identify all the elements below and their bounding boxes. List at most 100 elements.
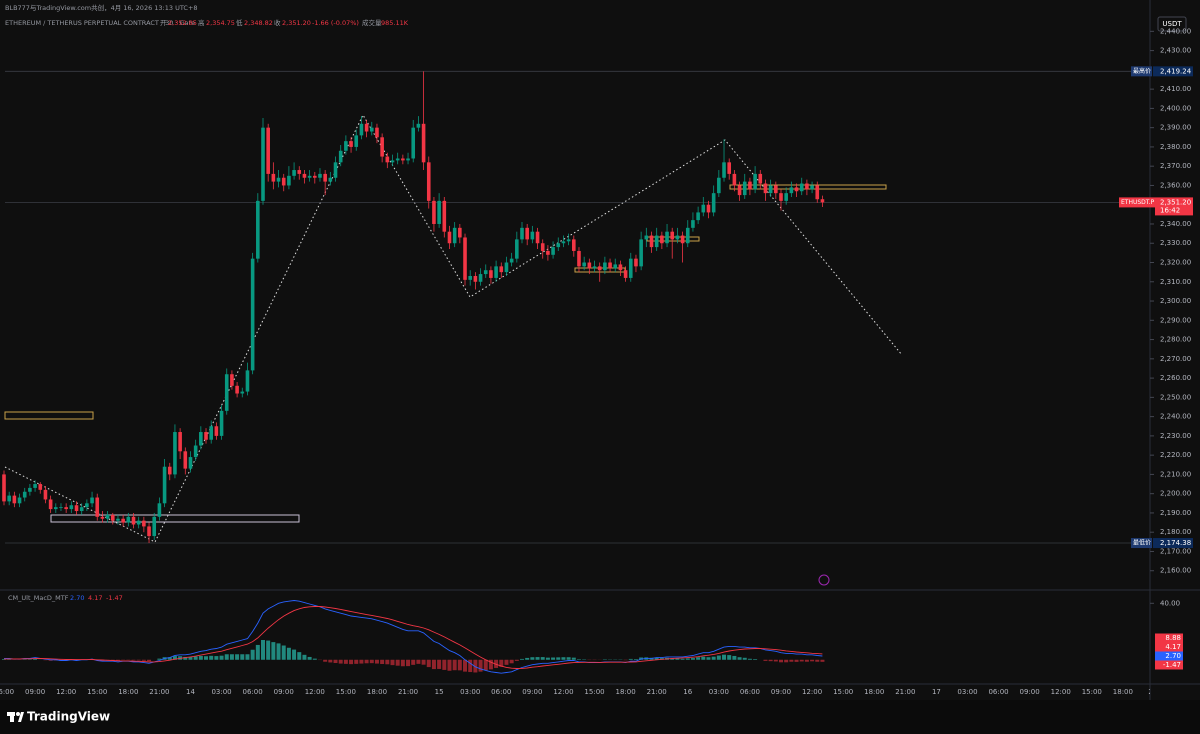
histogram-bar bbox=[742, 657, 747, 660]
histogram-bar bbox=[421, 659, 426, 665]
ohlc-name: 开 bbox=[160, 19, 167, 27]
histogram-bar bbox=[722, 654, 727, 660]
histogram-bar bbox=[509, 659, 514, 664]
candle-body bbox=[572, 239, 576, 251]
y-tick-label: 2,260.00 bbox=[1160, 374, 1191, 382]
histogram-bar bbox=[406, 659, 411, 667]
candle-body bbox=[401, 158, 405, 161]
candle-body bbox=[732, 173, 737, 186]
y-tick-label: 2,230.00 bbox=[1160, 432, 1191, 440]
x-tick-label: 18:00 bbox=[864, 688, 884, 696]
histogram-bar bbox=[520, 658, 524, 660]
candle-body bbox=[442, 200, 447, 232]
histogram-bar bbox=[286, 647, 291, 660]
candle-body bbox=[613, 264, 618, 269]
candle-body bbox=[375, 127, 379, 138]
y-tick-label: 2,360.00 bbox=[1160, 181, 1191, 189]
x-tick-label: 12:00 bbox=[305, 688, 325, 696]
marker-value: 2,174.38 bbox=[1160, 539, 1191, 547]
histogram-bar bbox=[245, 654, 250, 660]
histogram-bar bbox=[727, 655, 732, 660]
histogram-bar bbox=[395, 659, 400, 666]
histogram-bar bbox=[452, 659, 457, 671]
countdown: 16:42 bbox=[1160, 206, 1180, 214]
candle-body bbox=[546, 250, 550, 255]
histogram-bar bbox=[820, 659, 825, 662]
volume-name: 成交量 bbox=[362, 18, 382, 27]
histogram-bar bbox=[504, 659, 509, 665]
candle-body bbox=[742, 181, 747, 196]
histogram-bar bbox=[307, 656, 312, 660]
histogram-bar bbox=[323, 659, 328, 662]
candle-body bbox=[525, 227, 529, 240]
y-tick-label: 2,180.00 bbox=[1160, 528, 1191, 536]
marker-value: 2,419.24 bbox=[1160, 67, 1192, 75]
histogram-bar bbox=[385, 659, 390, 665]
histogram-bar bbox=[784, 659, 789, 663]
histogram-bar bbox=[571, 657, 576, 660]
histogram-bar bbox=[328, 659, 333, 663]
event-icon[interactable] bbox=[818, 574, 830, 586]
histogram-bar bbox=[281, 645, 286, 660]
x-tick-label: 15:00 bbox=[833, 688, 853, 696]
y-tick-label: 2,220.00 bbox=[1160, 451, 1191, 459]
histogram-bar bbox=[312, 658, 317, 660]
histogram-bar bbox=[535, 657, 540, 660]
histogram-bar bbox=[48, 659, 53, 661]
x-tick-label: 21:00 bbox=[398, 688, 418, 696]
x-tick-label: 03:00 bbox=[211, 688, 231, 696]
candle-body bbox=[318, 173, 322, 178]
histogram-bar bbox=[437, 659, 442, 669]
candle-body bbox=[121, 518, 125, 523]
histogram-bar bbox=[7, 659, 12, 660]
y-tick-label: 2,200.00 bbox=[1160, 490, 1191, 498]
y-tick-label: 2,240.00 bbox=[1160, 413, 1191, 421]
candle-body bbox=[696, 212, 700, 221]
candle-body bbox=[520, 227, 524, 240]
histogram-bar bbox=[551, 657, 556, 660]
candle-body bbox=[235, 385, 239, 394]
histogram-bar bbox=[400, 659, 405, 667]
candle-body bbox=[779, 193, 783, 201]
x-tick-label: 12:00 bbox=[56, 688, 76, 696]
histogram-bar bbox=[815, 659, 820, 662]
marker-name: 最低价 bbox=[1133, 539, 1151, 547]
candle-body bbox=[100, 516, 105, 519]
x-tick-label: 18:00 bbox=[1113, 688, 1133, 696]
label-bg bbox=[1153, 538, 1193, 549]
button-frame[interactable] bbox=[1157, 16, 1187, 32]
histogram-bar bbox=[411, 659, 416, 665]
histogram-bar bbox=[188, 656, 193, 660]
histogram-bar bbox=[131, 659, 136, 661]
histogram-bar bbox=[706, 657, 711, 660]
x-tick-label: 06:00 bbox=[988, 688, 1008, 696]
histogram-bar bbox=[338, 659, 343, 664]
candle-body bbox=[763, 183, 768, 194]
histogram-bar bbox=[514, 659, 519, 661]
candle-body bbox=[660, 235, 664, 244]
x-tick-label: 21:00 bbox=[149, 688, 169, 696]
histogram-bar bbox=[380, 659, 385, 664]
y-tick-label: 2,170.00 bbox=[1160, 547, 1191, 555]
candle-body bbox=[142, 520, 146, 527]
candle-body bbox=[758, 173, 763, 184]
histogram-bar bbox=[468, 659, 473, 673]
candle-body bbox=[292, 170, 296, 176]
histogram-bar bbox=[566, 657, 571, 660]
x-tick-label: 15:00 bbox=[1082, 688, 1102, 696]
indicator-line bbox=[4, 600, 823, 674]
candle-body bbox=[178, 432, 182, 452]
candle-body bbox=[110, 514, 115, 521]
histogram-bar bbox=[297, 652, 302, 660]
currency[interactable]: USDT bbox=[1162, 20, 1182, 28]
candle-body bbox=[69, 505, 74, 510]
candle-body bbox=[711, 193, 716, 213]
logo-mark bbox=[10, 712, 14, 722]
candle-body bbox=[582, 262, 586, 267]
symbol: ETHEREUM / TETHERUS PERPETUAL CONTRACT ·… bbox=[5, 19, 195, 27]
histogram-bar bbox=[499, 659, 504, 667]
histogram-bar bbox=[224, 654, 229, 660]
currency-button[interactable]: USDT bbox=[1157, 16, 1187, 32]
candle-body bbox=[385, 156, 390, 163]
